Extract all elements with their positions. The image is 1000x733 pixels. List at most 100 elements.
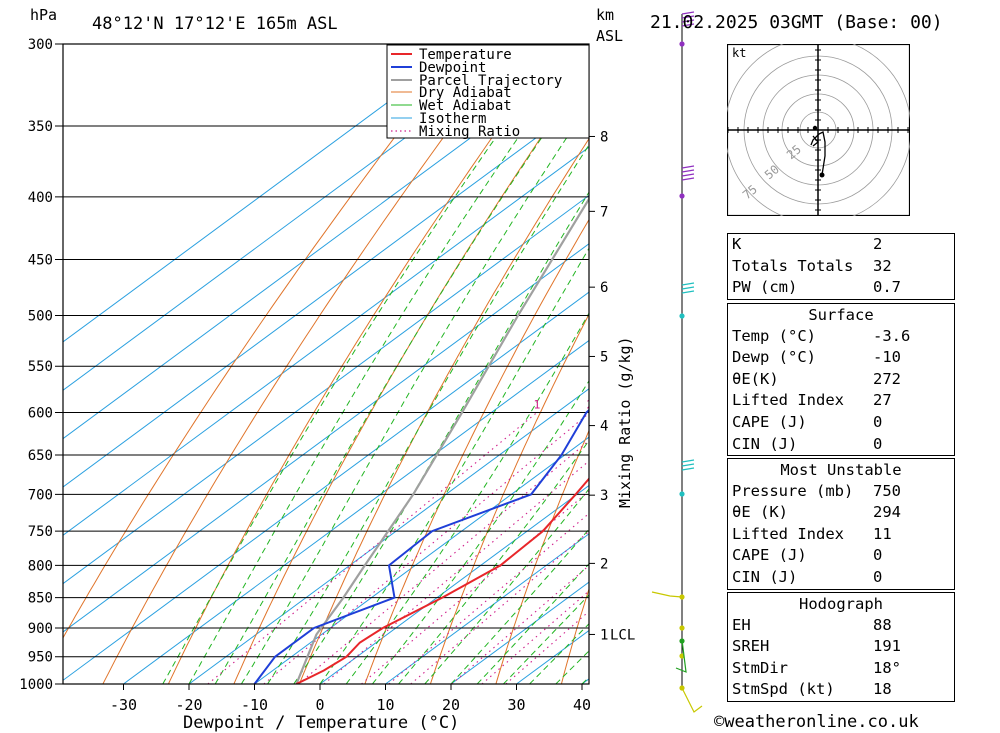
- wind-barb: [681, 169, 695, 173]
- wind-level-dot: [679, 625, 685, 631]
- dry-adiabat-line: [429, 313, 589, 684]
- surface-cape-row: CAPE (J) 0: [728, 412, 954, 434]
- mu-li-row: Lifted Index 11: [728, 524, 954, 546]
- km-tick-label: 7: [600, 204, 608, 220]
- pressure-tick-label: 700: [28, 487, 53, 503]
- surface-cin-row: CIN (J) 0: [728, 434, 954, 456]
- footer-copyright[interactable]: ©weatheronline.co.uk: [714, 712, 919, 732]
- hodograph-point: [812, 125, 818, 131]
- wet-adiabat-line: [267, 144, 589, 684]
- mixing-ratio-line: [451, 564, 589, 684]
- hodo-sreh-value: 191: [873, 637, 901, 656]
- hodo-stmspd-label: StmSpd (kt): [732, 680, 835, 699]
- surface-dewp-row: Dewp (°C) -10: [728, 347, 954, 369]
- dry-adiabat-line: [298, 137, 589, 684]
- x-tick-label: 40: [573, 696, 591, 714]
- surface-theta-label: θE(K): [732, 369, 779, 388]
- skew-t-diagram: 12346810152025 3003504004505005506006507…: [19, 6, 721, 733]
- mixing-ratio-axis-title: Mixing Ratio (g/kg): [616, 336, 634, 508]
- hodo-sreh-row: SREH 191: [728, 636, 954, 658]
- isotherm-line: [63, 146, 589, 536]
- wet-adiabat-line: [503, 594, 589, 684]
- wind-barb: [681, 11, 695, 15]
- legend-temperature: Temperature: [419, 47, 512, 63]
- wet-adiabat-line: [162, 44, 564, 684]
- surface-temp-label: Temp (°C): [732, 326, 816, 345]
- isotherm-line: [385, 533, 589, 684]
- mixing-ratio-line: [481, 590, 589, 684]
- pressure-tick-label: 750: [28, 524, 53, 540]
- legend-mixing-ratio: Mixing Ratio: [419, 124, 520, 140]
- isotherm-line: [123, 339, 589, 684]
- x-tick-label: -10: [241, 696, 268, 714]
- surface-cape-value: 0: [873, 412, 883, 431]
- mu-cape-label: CAPE (J): [732, 546, 807, 565]
- km-tick-label: 3: [600, 488, 608, 504]
- wind-barb: [651, 591, 683, 598]
- wet-adiabat-line: [372, 380, 589, 684]
- wind-level-dot: [679, 491, 685, 497]
- mu-cin-value: 0: [873, 567, 883, 586]
- pressure-tick-label: 650: [28, 448, 53, 464]
- surface-cape-label: CAPE (J): [732, 412, 807, 431]
- hodograph-box-title: Hodograph: [799, 595, 883, 613]
- hodo-stmspd-row: StmSpd (kt) 18: [728, 679, 954, 701]
- isotherm-line: [648, 44, 721, 684]
- wind-barb: [681, 19, 695, 23]
- pressure-tick-label: 900: [28, 621, 53, 637]
- header-location: 48°12'N 17°12'E 165m ASL: [92, 14, 338, 34]
- isotherm-line: [188, 388, 589, 684]
- legend-dry-adiabat: Dry Adiabat: [419, 85, 512, 101]
- legend-dewpoint: Dewpoint: [419, 60, 486, 76]
- header-asl-unit: ASL: [596, 27, 623, 45]
- surface-temp-value: -3.6: [873, 326, 911, 345]
- legend-wet-adiabat: Wet Adiabat: [419, 98, 512, 114]
- dry-adiabat-line: [627, 44, 720, 684]
- lcl-label: LCL: [610, 627, 635, 643]
- index-pw-row: PW (cm) 0.7: [728, 277, 954, 299]
- index-pw-label: PW (cm): [732, 278, 798, 297]
- legend: Temperature Dewpoint Parcel Trajectory D…: [386, 44, 590, 140]
- wet-adiabat-line: [188, 44, 585, 684]
- wind-barb: [681, 286, 695, 290]
- wind-barb: [681, 177, 695, 181]
- most-unstable-box: Most Unstable Pressure (mb) 750 θE (K) 294…: [727, 458, 955, 590]
- wind-level-dot: [679, 313, 685, 319]
- hodo-stmspd-value: 18: [873, 680, 892, 699]
- mixing-ratio-label: 2: [587, 397, 594, 411]
- mu-theta-row: θE (K) 294: [728, 502, 954, 524]
- km-tick-label: 5: [600, 349, 608, 365]
- hodo-eh-value: 88: [873, 615, 892, 634]
- wind-barb: [681, 165, 695, 169]
- wet-adiabat-line: [476, 563, 589, 684]
- hodograph-box: Hodograph EH 88 SREH 191 StmDir 18° StmSpd …: [727, 592, 955, 702]
- mixing-ratio-label: 4: [643, 397, 650, 411]
- most-unstable-title: Most Unstable: [780, 461, 902, 479]
- mu-cin-label: CIN (J): [732, 567, 798, 586]
- pressure-tick-label: 800: [28, 558, 53, 574]
- isotherm-line: [63, 243, 589, 633]
- index-tt-row: Totals Totals 32: [728, 256, 954, 278]
- surface-cin-label: CIN (J): [732, 434, 798, 453]
- surface-temp-row: Temp (°C) -3.6: [728, 326, 954, 348]
- hodograph-trace: [810, 131, 826, 176]
- wet-adiabat-line: [319, 247, 589, 684]
- dry-adiabat-line: [560, 587, 589, 684]
- legend-isotherm: Isotherm: [419, 111, 486, 127]
- mu-cin-row: CIN (J) 0: [728, 567, 954, 589]
- mixing-ratio-label: 8: [705, 397, 712, 411]
- wind-barb: [681, 15, 695, 19]
- index-pw-value: 0.7: [873, 278, 901, 297]
- wet-adiabat-line: [293, 191, 589, 684]
- km-tick-label: 4: [600, 419, 608, 435]
- hodograph-storm-marker: [812, 135, 819, 147]
- wet-adiabat-line: [214, 68, 589, 684]
- x-tick-label: 30: [507, 696, 525, 714]
- isotherm-line: [63, 44, 467, 343]
- mu-li-label: Lifted Index: [732, 524, 844, 543]
- x-axis-title: Dewpoint / Temperature (°C): [183, 713, 459, 733]
- mixing-ratio-line: [263, 412, 589, 684]
- pressure-tick-label: 950: [28, 650, 53, 666]
- wet-adiabat-line: [424, 488, 589, 684]
- header-valid-time: 21.02.2025 03GMT (Base: 00): [650, 12, 943, 33]
